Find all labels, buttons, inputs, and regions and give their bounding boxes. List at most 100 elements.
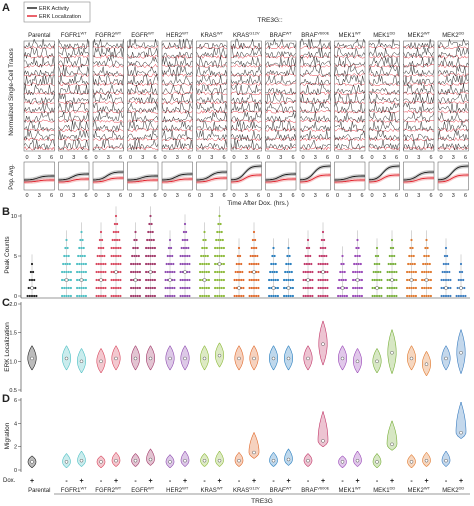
peak-dot	[388, 294, 391, 298]
activity-trace	[161, 130, 193, 142]
peak-dot	[215, 238, 218, 242]
migration-violin	[422, 452, 431, 467]
peak-dot	[218, 270, 221, 274]
peak-dot	[239, 270, 242, 274]
peak-dot	[407, 262, 410, 266]
localization-avg-line	[196, 177, 227, 183]
peak-dot	[147, 294, 150, 298]
peak-dot	[304, 254, 307, 258]
peak-dot	[186, 262, 189, 266]
peak-dot	[219, 222, 222, 226]
peak-dot	[149, 294, 152, 298]
peak-dot	[377, 254, 380, 258]
activity-trace	[196, 74, 228, 86]
peak-dot	[241, 270, 244, 274]
activity-trace	[265, 130, 297, 142]
peak-dot	[410, 254, 413, 258]
peak-dot	[220, 294, 223, 298]
peak-dot	[130, 286, 133, 290]
panel-d-ylabel: Migration	[4, 422, 11, 449]
violin-median	[183, 458, 187, 463]
peak-dot	[203, 230, 206, 234]
peak-dot	[207, 278, 210, 282]
peak-dot	[181, 254, 184, 258]
peak-dot	[252, 262, 256, 266]
activity-trace	[299, 102, 331, 114]
peak-dot	[29, 270, 32, 274]
peak-dot	[170, 246, 173, 250]
activity-trace	[230, 57, 262, 68]
activity-band	[438, 164, 469, 182]
activity-trace	[162, 111, 193, 123]
activity-trace	[161, 84, 193, 95]
peak-dot	[145, 254, 148, 258]
activity-trace	[161, 121, 193, 133]
peak-dot	[310, 262, 313, 266]
localization-trace	[230, 91, 262, 96]
peak-dot	[269, 270, 272, 274]
pop-avg-column: 0 3 6	[23, 161, 55, 199]
trace-xtick: 3	[107, 155, 110, 161]
peak-dot	[372, 270, 375, 274]
erk-violin	[180, 345, 190, 371]
pop-avg-column: 0 3 6	[127, 161, 159, 199]
migration-violin	[269, 452, 278, 467]
migration-violin	[180, 451, 190, 467]
peak-dot	[270, 278, 273, 282]
peak-dot	[233, 278, 236, 282]
peak-dot	[64, 262, 67, 266]
activity-band	[231, 164, 262, 182]
peak-dot	[98, 238, 101, 242]
peak-dot	[133, 254, 136, 258]
trace-xtick: 6	[429, 155, 432, 161]
peak-dot	[250, 286, 253, 290]
trace-xtick: 6	[360, 155, 363, 161]
peak-dot	[78, 262, 81, 266]
activity-trace	[92, 84, 124, 96]
peak-dot	[274, 262, 277, 266]
peak-dot	[305, 246, 308, 250]
activity-trace	[230, 111, 262, 123]
peak-dot	[421, 286, 424, 290]
peak-dot	[63, 294, 66, 298]
erk-violin	[387, 329, 397, 374]
migration-violin	[77, 451, 86, 467]
peak-dot	[82, 270, 85, 274]
peak-dot	[214, 246, 217, 250]
activity-trace	[161, 139, 193, 151]
peak-dot	[222, 254, 225, 258]
erk-violin	[234, 345, 244, 371]
peak-dot	[205, 246, 208, 250]
activity-band	[300, 164, 331, 182]
peak-dot	[117, 230, 120, 234]
peak-dot	[414, 286, 417, 290]
peak-median	[114, 270, 118, 274]
peak-dot	[82, 262, 85, 266]
peak-dot	[306, 286, 310, 290]
peak-dot	[181, 238, 184, 242]
peak-dot	[237, 294, 241, 298]
panel-b-ylabel: Peak Counts	[4, 236, 11, 274]
peak-dot	[447, 294, 450, 298]
peak-dot	[302, 286, 305, 290]
trace-column: 0 3 6	[265, 38, 297, 161]
peak-violin	[440, 238, 452, 298]
peak-dot	[136, 286, 139, 290]
peak-dot	[214, 286, 217, 290]
peak-dot	[276, 286, 279, 290]
peak-dot	[248, 286, 251, 290]
peak-dot	[181, 294, 184, 298]
activity-trace	[437, 129, 469, 141]
activity-avg-line	[230, 165, 262, 181]
activity-trace	[230, 93, 262, 105]
peak-dot	[114, 214, 118, 218]
violin-median	[237, 458, 241, 463]
bottom-condition-label: BRAFWT	[270, 486, 293, 495]
peak-dot	[76, 270, 79, 274]
bottom-condition-label: MEK2DD	[442, 486, 464, 495]
peak-dot	[111, 238, 114, 242]
peak-dot	[114, 286, 118, 290]
localization-trace	[403, 146, 435, 151]
peak-dot	[342, 262, 345, 266]
